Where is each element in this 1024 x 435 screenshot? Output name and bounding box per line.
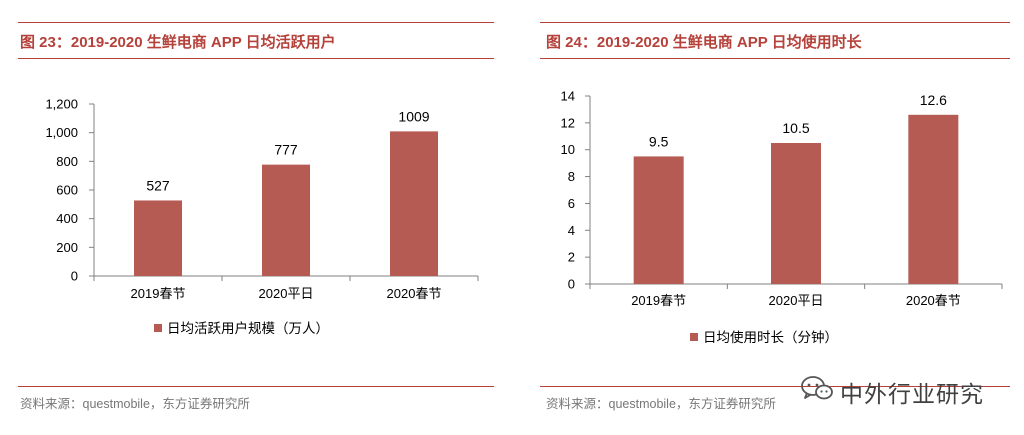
legend-swatch <box>690 333 698 341</box>
data-label: 12.6 <box>920 92 947 108</box>
bar <box>771 143 821 284</box>
bottom-rule <box>18 386 494 387</box>
y-tick-label: 14 <box>561 89 575 104</box>
y-tick-label: 12 <box>561 115 575 130</box>
data-label: 9.5 <box>649 133 669 149</box>
y-tick-label: 2 <box>568 250 575 265</box>
y-tick-label: 6 <box>568 196 575 211</box>
chart-panel-right: 图 24：2019-2020 生鲜电商 APP 日均使用时长 0 2 4 6 8 10 12… <box>540 0 1024 435</box>
y-tick-label: 8 <box>568 169 575 184</box>
bar <box>134 200 182 276</box>
source-note: 资料来源：questmobile，东方证券研究所 <box>546 397 776 411</box>
x-tick-label: 2020春节 <box>906 293 961 308</box>
y-tick-label: 200 <box>56 240 78 255</box>
data-label: 1009 <box>398 108 429 124</box>
title-rule <box>540 58 1010 59</box>
title-rule <box>18 58 494 59</box>
bar <box>633 156 684 284</box>
x-tick-label: 2020春节 <box>387 286 442 301</box>
data-label: 527 <box>146 177 170 193</box>
source-note: 资料来源：questmobile，东方证券研究所 <box>20 397 250 411</box>
chart-title: 图 24：2019-2020 生鲜电商 APP 日均使用时长 <box>546 34 862 51</box>
legend-label: 日均使用时长（分钟） <box>703 329 838 345</box>
x-tick-label: 2020平日 <box>259 286 314 301</box>
y-tick-label: 1,000 <box>45 125 78 140</box>
y-tick-label: 800 <box>56 154 78 169</box>
chart-svg: 0 2 4 6 8 10 12 14 9.5 2019春节 10.5 2020平日 12.6 2020春节… <box>561 89 1003 345</box>
y-tick-label: 1,200 <box>45 97 78 112</box>
bar <box>390 131 438 276</box>
y-tick-label: 0 <box>71 269 78 284</box>
y-tick-label: 4 <box>568 223 575 238</box>
top-rule <box>18 22 494 23</box>
x-tick-label: 2019春节 <box>631 293 686 308</box>
x-tick-label: 2020平日 <box>769 293 824 308</box>
bar <box>262 164 310 276</box>
top-rule <box>540 22 1010 23</box>
chart-title: 图 23：2019-2020 生鲜电商 APP 日均活跃用户 <box>20 34 336 51</box>
data-label: 777 <box>274 142 298 158</box>
y-tick-label: 0 <box>568 277 575 292</box>
y-tick-label: 400 <box>56 211 78 226</box>
chart-svg: 0 200 400 600 800 1,000 1,200 527 2019春节 777 2020平… <box>45 97 479 336</box>
watermark: 中外行业研究 <box>800 374 984 409</box>
watermark-text: 中外行业研究 <box>840 380 984 407</box>
y-tick-label: 10 <box>561 142 575 157</box>
legend-label: 日均活跃用户规模（万人） <box>167 320 329 336</box>
y-tick-label: 600 <box>56 183 78 198</box>
bottom-rule <box>540 386 1010 387</box>
data-label: 10.5 <box>782 120 809 136</box>
x-tick-label: 2019春节 <box>131 286 186 301</box>
bar <box>908 114 959 284</box>
wechat-icon <box>800 374 834 409</box>
legend-swatch <box>154 324 162 332</box>
chart-panel-left: 图 23：2019-2020 生鲜电商 APP 日均活跃用户 0 200 400 60… <box>18 0 494 435</box>
